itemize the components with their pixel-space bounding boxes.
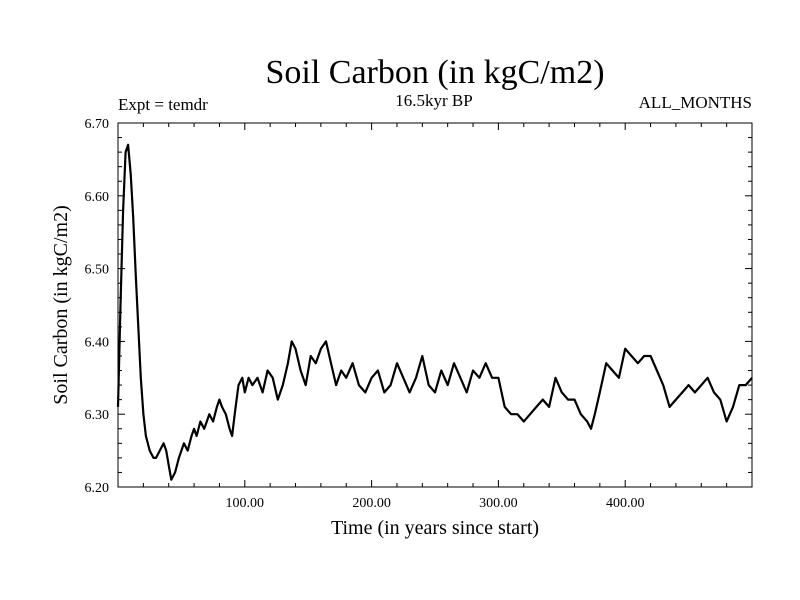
y-tick-label: 6.70 xyxy=(85,117,110,132)
chart-title: Soil Carbon (in kgC/m2) xyxy=(265,54,604,91)
y-axis-label: Soil Carbon (in kgC/m2) xyxy=(50,205,72,404)
x-tick-label: 200.00 xyxy=(352,496,391,511)
y-axis: 6.20 6.30 6.40 6.50 6.60 6.70 xyxy=(85,117,752,496)
y-tick-label: 6.50 xyxy=(85,263,110,278)
series-line xyxy=(116,143,753,481)
x-tick-label: 100.00 xyxy=(226,496,265,511)
y-tick-label: 6.60 xyxy=(85,190,110,205)
subtitle-right: ALL_MONTHS xyxy=(639,93,752,112)
plot-frame xyxy=(117,122,753,488)
subtitle-center: 16.5kyr BP xyxy=(395,91,472,110)
x-tick-label: 300.00 xyxy=(479,496,518,511)
y-tick-label: 6.20 xyxy=(85,481,110,496)
subtitle-left: Expt = temdr xyxy=(118,95,208,114)
plot-area xyxy=(116,122,753,488)
y-tick-label: 6.40 xyxy=(85,335,110,350)
y-tick-label: 6.30 xyxy=(85,408,110,423)
x-axis-label: Time (in years since start) xyxy=(331,517,539,539)
x-axis: 100.00 200.00 300.00 400.00 xyxy=(142,123,728,511)
x-tick-label: 400.00 xyxy=(606,496,645,511)
